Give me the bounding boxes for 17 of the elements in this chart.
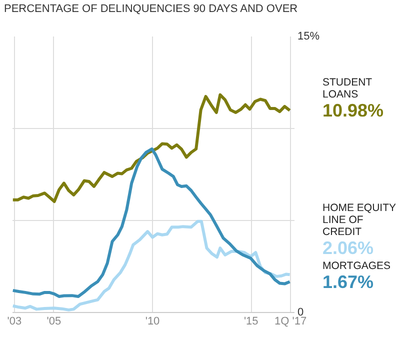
x-tick-label: '10 xyxy=(145,316,160,328)
y-tick-label: 15% xyxy=(298,30,320,42)
data-label: 10.98% xyxy=(322,100,384,120)
data-label: 2.06% xyxy=(322,238,374,258)
line-series xyxy=(12,220,292,312)
text: MORTGAGES xyxy=(322,260,391,272)
line-series xyxy=(12,93,292,204)
text: HOME EQUITY LINE OF CREDIT xyxy=(322,202,396,238)
x-tick-label: 1Q '17 xyxy=(274,316,307,328)
chart-title: PERCENTAGE OF DELINQUENCIES 90 DAYS AND OVER xyxy=(4,2,298,17)
line-series xyxy=(12,147,292,298)
x-tick-label: '15 xyxy=(244,316,258,328)
text: STUDENT LOANS xyxy=(322,76,373,100)
x-tick-label: '05 xyxy=(46,316,62,328)
x-tick-label: '03 xyxy=(7,316,22,328)
y-tick-label: 0 xyxy=(298,306,304,318)
data-label: 1.67% xyxy=(322,272,374,292)
